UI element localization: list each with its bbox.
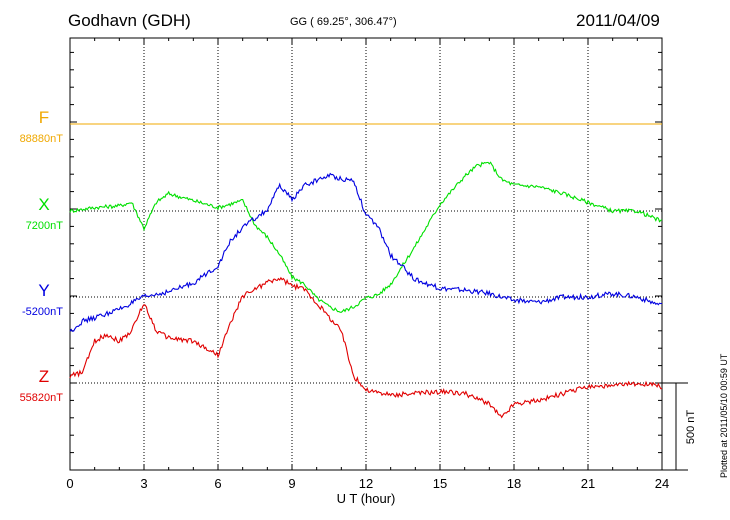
ticks-layer: 0 3 6 9 12 15 18 21 24	[66, 38, 669, 491]
scale-bar-label: 500 nT	[685, 410, 697, 445]
series-line-x	[69, 161, 663, 313]
x-tick-label: 24	[655, 476, 669, 491]
x-tick-label: 3	[140, 476, 147, 491]
series-layer	[69, 123, 663, 419]
baseline-label-f: 88880nT	[20, 133, 64, 145]
x-tick-label: 21	[581, 476, 595, 491]
series-line-y	[69, 172, 663, 332]
station-title: Godhavn (GDH)	[68, 11, 191, 30]
scale-bar-group: 500 nT	[662, 382, 697, 471]
series-name-z: Z	[39, 367, 49, 386]
baseline-label-x: 7200nT	[26, 220, 64, 232]
series-name-y: Y	[38, 281, 49, 300]
x-tick-label: 0	[66, 476, 73, 491]
plotted-timestamp: Plotted at 2011/05/10 00:59 UT	[719, 353, 729, 478]
station-coordinates: GG ( 69.25°, 306.47°)	[290, 16, 397, 28]
x-tick-label: 18	[507, 476, 521, 491]
baseline-label-y: -5200nT	[22, 306, 63, 318]
series-name-x: X	[38, 195, 49, 214]
series-name-f: F	[39, 108, 49, 127]
baseline-label-z: 55820nT	[20, 392, 64, 404]
x-axis-label: U T (hour)	[337, 491, 396, 506]
x-tick-label: 12	[359, 476, 373, 491]
grid-layer	[70, 38, 662, 470]
plot-date: 2011/04/09	[576, 11, 660, 30]
x-tick-label: 6	[214, 476, 221, 491]
x-tick-label: 15	[433, 476, 447, 491]
x-tick-label: 9	[288, 476, 295, 491]
series-line-z	[69, 276, 662, 419]
series-labels-layer: F 88880nT X 7200nT Y -5200nT Z 55820nT	[20, 108, 64, 404]
